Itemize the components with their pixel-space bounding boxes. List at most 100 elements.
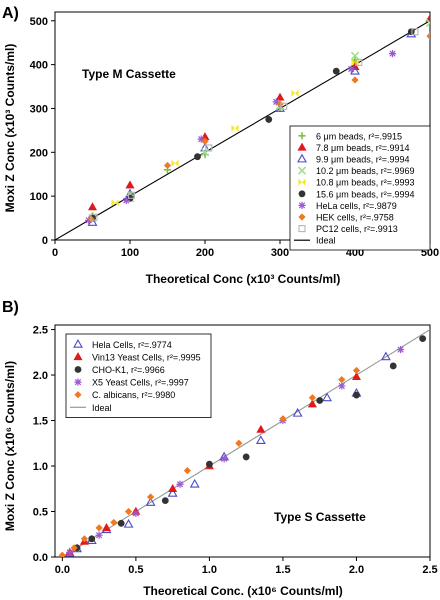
chart0-point [127,191,136,199]
chart1-point [352,366,361,375]
chart1-point [101,523,111,532]
chart1-legend-box [65,333,212,418]
chart0-point [280,102,288,110]
chart0-legend-label: 9.9 μm beads, r²=.9994 [316,155,410,165]
panel-b: B) 0.0 0.5 1.0 1.5 2.0 2.50.00.51.01.52.02.5 … [2,299,438,598]
chart0-point [276,100,284,108]
chart1-y-tick-label: 2.0 [33,370,48,382]
chart1-point [168,483,178,492]
chart0-point [163,161,172,170]
chart1-point [183,466,191,475]
chart0-series-4 [111,58,359,207]
chart0-legend-label: 7.8 μm beads, r²=.9914 [316,143,410,153]
chart1-point [316,397,324,404]
panel-a-legend: 6 μm beads, r²=.9915 7.8 μm beads, r²=.99… [289,125,431,251]
chart1-point [292,407,303,417]
chart0-point [197,135,205,143]
chart1-point [117,519,125,527]
chart1-point [419,335,427,343]
chart0-legend-marker [298,178,306,186]
panel-a-xlabel: Theoretical Conc (x10³ Counts/ml) [146,272,341,286]
chart0-legend-label: 10.2 μm beads, r²=.9969 [316,166,415,176]
chart1-legend-marker [74,391,82,399]
chart1-x-tick-label: 1.5 [275,564,290,576]
chart1-y-tick-label: 0.0 [33,552,48,564]
chart1-plot-frame [54,324,431,558]
chart0-point [111,199,119,207]
chart1-point [220,455,228,463]
chart1-legend-label: X5 Yeast Cells, r²=.9997 [92,378,189,388]
chart1-point [380,351,391,361]
chart0-legend-marker [298,201,306,209]
chart1-point [132,509,140,517]
chart0-legend-label: Ideal [316,236,336,246]
chart0-y-tick-label: 300 [30,103,48,115]
chart0-point [201,137,209,145]
chart0-legend-label: 10.8 μm beads, r²=.9993 [316,178,415,188]
chart0-point [275,92,285,101]
chart1-x-tick-label: 2.5 [422,564,437,576]
chart1-x-tick-label: 2.0 [349,564,364,576]
chart1-x-tick-label: 0.5 [128,564,143,576]
chart1-legend-label: C. albicans, r²=.9980 [92,390,175,400]
chart1-point [66,548,74,557]
chart1-legend-marker [74,378,82,386]
panel-a-label: A) [2,5,19,22]
chart0-legend-label: 6 μm beads, r²=.9915 [316,131,402,141]
chart0-point [350,51,360,61]
chart0-point [171,159,179,167]
chart0-legend-box [289,125,431,251]
chart0-series-8 [90,28,419,221]
chart0-x-tick-label: 200 [196,247,214,259]
chart0-point [407,28,415,36]
chart0-point [122,196,130,205]
chart0-x-tick-label: 300 [271,247,289,259]
chart1-point [353,391,360,399]
chart1-point [396,345,405,354]
chart1-point [389,362,397,370]
chart0-point [351,76,359,84]
panel-a-ylabel: Moxi Z Conc (x10³ Counts/ml) [3,44,17,213]
chart0-legend-label: 15.6 μm beads, r²=.9994 [316,189,415,199]
chart0-legend-marker [298,225,306,233]
chart0-point [388,50,397,58]
panel-a-title: Type M Cassette [82,67,176,81]
chart0-point [425,13,430,22]
chart0-point [425,18,430,28]
chart1-point [176,480,184,488]
chart1-point [322,392,333,402]
chart1-y-tick-label: 2.5 [33,325,48,337]
chart1-point [80,535,89,543]
chart0-y-tick-label: 0 [42,235,48,247]
chart0-data-area [55,13,430,240]
chart1-point [58,551,66,557]
chart1-point [206,460,213,468]
chart1-y-tick-label: 1.0 [33,461,48,473]
chart1-point [88,535,96,543]
panel-b-plot-layer: 0.0 0.5 1.0 1.5 2.0 2.5 0.0 0.5 1.0 1.5 2.0 2.5 [33,324,438,576]
chart1-point [307,399,317,408]
chart0-point [265,116,273,123]
chart0-point [231,124,239,132]
chart0-point [90,213,98,221]
chart0-x-tick-label: 0 [52,247,58,259]
chart1-point [279,415,287,423]
chart1-point [95,531,103,539]
chart0-point [200,148,210,157]
chart1-point [110,518,118,527]
chart0-legend-label: HeLa cells, r²=.9879 [316,201,397,211]
chart1-point [145,497,156,506]
chart0-point [272,98,280,106]
chart1-legend-label: Hela Cells, r²=.9774 [92,340,172,350]
chart1-legend-marker [73,352,83,361]
chart1-point [161,497,169,504]
chart0-legend-label: PC12 cells, r²=.9913 [316,224,398,234]
chart1-point [338,375,346,384]
panel-b-legend: Hela Cells, r²=.9774 Vin13 Yeast Cells, r… [65,333,212,418]
chart0-legend-marker [297,166,307,175]
chart1-series-3 [66,345,405,557]
chart0-legend-marker [298,190,306,198]
panel-b-title: Type S Cassette [274,510,366,524]
chart1-legend-label: Vin13 Yeast Cells, r²=.9995 [92,352,201,362]
chart0-point [347,65,355,73]
